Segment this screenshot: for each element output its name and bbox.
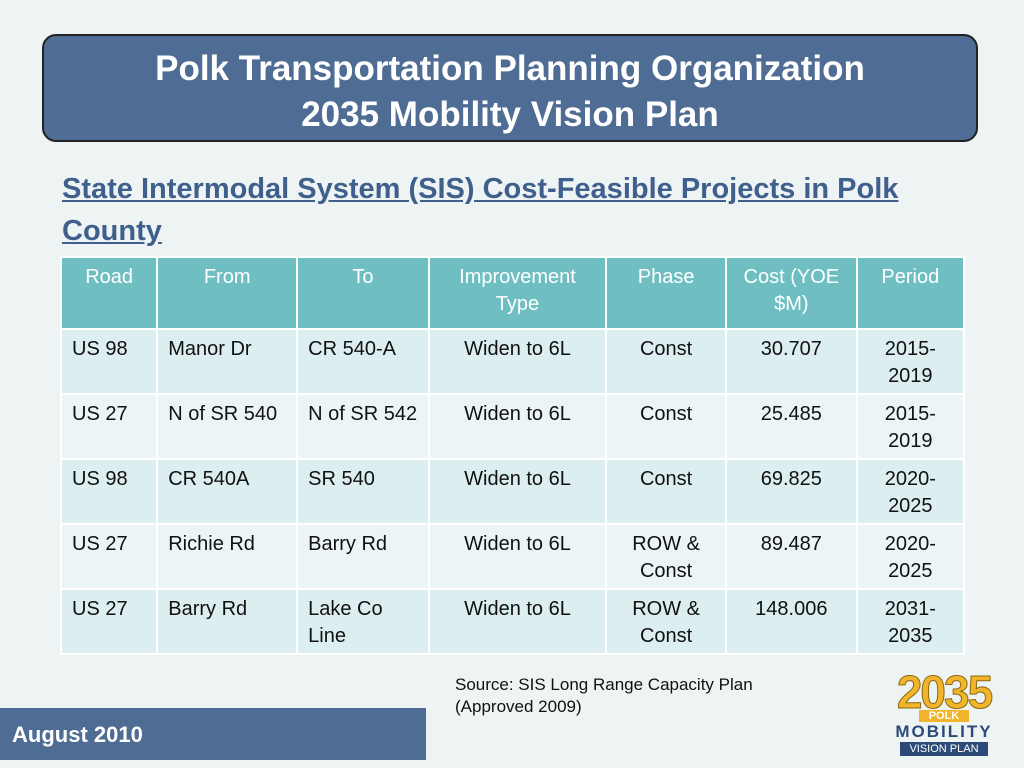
table-cell: ROW & Const (605, 588, 727, 655)
table-cell: 2015-2019 (855, 393, 966, 460)
table-row: US 27 Barry Rd Lake Co Line Widen to 6L ROW … (59, 588, 966, 655)
column-header: Period (855, 256, 966, 330)
table-cell: N of SR 540 (156, 393, 299, 460)
logo: 2035 POLK MOBILITY VISION PLAN (885, 666, 1003, 762)
table-cell: US 27 (59, 393, 159, 460)
projects-table: Road From To Improvement Type Phase Cost (YOE… (59, 256, 966, 655)
table-cell: 2031-2035 (855, 588, 966, 655)
footer-date: August 2010 (0, 708, 426, 760)
table-cell: Richie Rd (156, 523, 299, 590)
title-banner: Polk Transportation Planning Organizatio… (42, 34, 978, 142)
column-header: Phase (605, 256, 727, 330)
table-cell: 30.707 (724, 328, 858, 395)
title-line: 2035 Mobility Vision Plan (301, 95, 719, 134)
table-cell: 2015-2019 (855, 328, 966, 395)
table-cell: Const (605, 393, 727, 460)
column-header: From (156, 256, 299, 330)
table-cell: Widen to 6L (427, 523, 608, 590)
header-row: Road From To Improvement Type Phase Cost (YOE… (59, 256, 966, 330)
table-cell: US 98 (59, 328, 159, 395)
table-cell: US 27 (59, 588, 159, 655)
table-cell: Widen to 6L (427, 458, 608, 525)
table-cell: Lake Co Line (296, 588, 430, 655)
source-note: Source: SIS Long Range Capacity Plan (Ap… (455, 675, 753, 716)
table-cell: Widen to 6L (427, 328, 608, 395)
table-cell: N of SR 542 (296, 393, 430, 460)
table-cell: CR 540-A (296, 328, 430, 395)
column-header: To (296, 256, 430, 330)
table-cell: 2020-2025 (855, 458, 966, 525)
subtitle: State Intermodal System (SIS) Cost-Feasi… (62, 173, 899, 247)
table-cell: 2020-2025 (855, 523, 966, 590)
table-cell: Widen to 6L (427, 393, 608, 460)
column-header: Cost (YOE $M) (724, 256, 858, 330)
logo-county: POLK (919, 710, 969, 722)
logo-tagline: VISION PLAN (900, 742, 988, 756)
logo-year: 2035 (896, 666, 993, 718)
table-cell: 89.487 (724, 523, 858, 590)
table-cell: ROW & Const (605, 523, 727, 590)
table-cell: Barry Rd (156, 588, 299, 655)
column-header: Improvement Type (427, 256, 608, 330)
logo-word: MOBILITY (895, 722, 993, 741)
table-cell: Manor Dr (156, 328, 299, 395)
table-row: US 98 Manor Dr CR 540-A Widen to 6L Const 30.… (59, 328, 966, 395)
table-row: US 27 N of SR 540 N of SR 542 Widen to 6L Co… (59, 393, 966, 460)
table-cell: Widen to 6L (427, 588, 608, 655)
table-cell: 25.485 (724, 393, 858, 460)
table-cell: SR 540 (296, 458, 430, 525)
table-cell: US 98 (59, 458, 159, 525)
table-cell: CR 540A (156, 458, 299, 525)
table-cell: Barry Rd (296, 523, 430, 590)
table-cell: US 27 (59, 523, 159, 590)
table-row: US 27 Richie Rd Barry Rd Widen to 6L ROW & C… (59, 523, 966, 590)
table-row: US 98 CR 540A SR 540 Widen to 6L Const 69.825… (59, 458, 966, 525)
table-cell: Const (605, 328, 727, 395)
table-cell: Const (605, 458, 727, 525)
column-header: Road (59, 256, 159, 330)
title-line: Polk Transportation Planning Organizatio… (155, 49, 865, 88)
table-cell: 148.006 (724, 588, 858, 655)
table-cell: 69.825 (724, 458, 858, 525)
